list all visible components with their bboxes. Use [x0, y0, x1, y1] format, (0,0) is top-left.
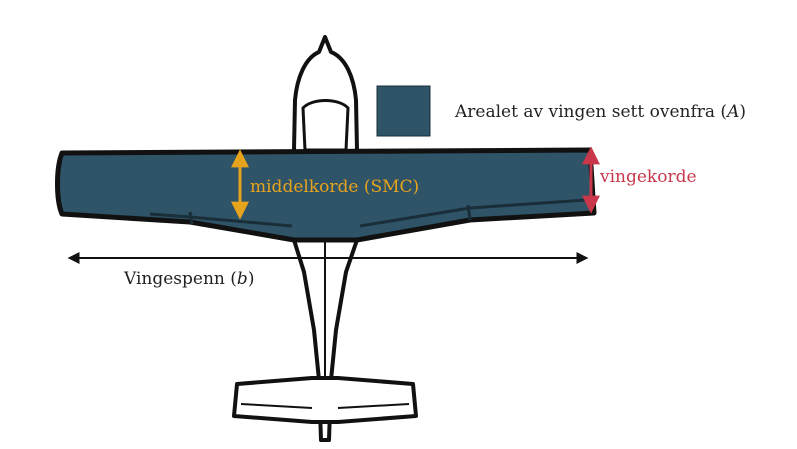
elevator-seam-left: [240, 403, 313, 409]
aileron-divider-right: [466, 204, 472, 221]
mean-chord-label: middelkorde (SMC): [250, 177, 419, 197]
legend-symbol: A: [725, 102, 739, 122]
elevator-seam-right: [337, 403, 410, 409]
horizontal-stabilizer: [232, 376, 418, 424]
airplane-drawing: [55, 35, 597, 442]
legend-text: Arealet av vingen sett ovenfra: [454, 102, 715, 122]
span-text: Vingespenn: [123, 269, 225, 289]
span-symbol: b: [237, 269, 248, 289]
legend-swatch: [376, 85, 431, 137]
canopy: [301, 99, 350, 152]
flap-line-right: [359, 198, 587, 228]
legend-label: Arealet av vingen sett ovenfra (A): [454, 102, 746, 122]
chord-label: vingekorde: [599, 167, 697, 187]
aileron-divider-left: [188, 211, 194, 225]
span-label: Vingespenn (b): [123, 269, 254, 289]
